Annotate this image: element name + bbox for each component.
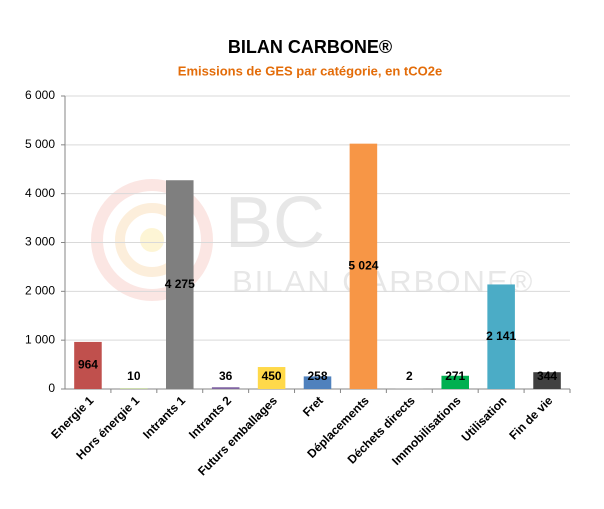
data-label: 2	[406, 369, 413, 383]
data-label: 10	[127, 369, 141, 383]
data-label: 344	[537, 369, 557, 383]
bar	[533, 372, 561, 389]
watermark-dot	[140, 228, 164, 252]
chart-title: BILAN CARBONE®	[228, 37, 392, 57]
data-label: 964	[78, 358, 98, 372]
y-tick-label: 4 000	[25, 186, 55, 200]
chart-subtitle: Emissions de GES par catégorie, en tCO2e	[178, 63, 442, 78]
y-tick-label: 3 000	[25, 235, 55, 249]
y-tick-label: 0	[48, 381, 55, 395]
bar	[303, 376, 332, 389]
y-tick-label: 5 000	[25, 137, 55, 151]
watermark-logo: BC	[225, 183, 325, 263]
bar	[74, 341, 102, 389]
watermark-text: BILAN CARBONE®	[232, 264, 534, 299]
bar	[487, 284, 515, 389]
bar	[166, 180, 194, 389]
watermark-ring	[91, 179, 213, 301]
data-label: 271	[445, 369, 465, 383]
y-tick-label: 6 000	[25, 88, 55, 102]
bar	[441, 375, 469, 389]
data-label: 5 024	[348, 259, 378, 273]
data-label: 258	[307, 369, 327, 383]
data-label: 36	[219, 369, 233, 383]
y-tick-label: 1 000	[25, 332, 55, 346]
data-label: 2 141	[486, 329, 516, 343]
data-label: 4 275	[165, 277, 195, 291]
bar	[211, 387, 240, 389]
watermark: BC BILAN CARBONE®	[91, 179, 534, 301]
bar	[257, 367, 286, 389]
data-label: 450	[262, 369, 282, 383]
y-tick-label: 2 000	[25, 284, 55, 298]
bar	[349, 143, 378, 389]
